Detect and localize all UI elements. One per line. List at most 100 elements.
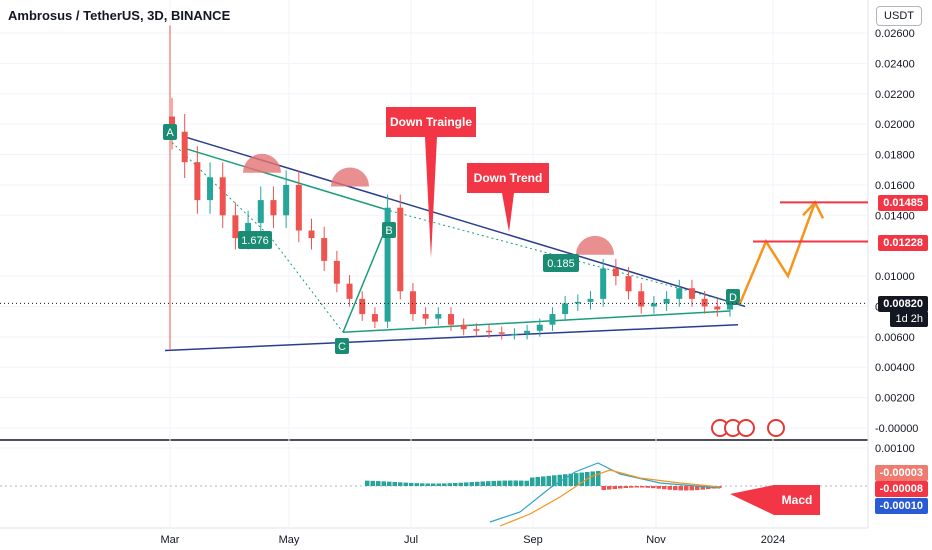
candle-body <box>207 177 214 201</box>
macd-histogram-bar <box>469 482 474 486</box>
drop-label-1: 1.676 <box>241 235 269 247</box>
time-tick-label: Mar <box>161 534 180 546</box>
macd-histogram-bar <box>420 483 425 486</box>
candle-body <box>397 207 404 292</box>
candle-body <box>321 238 328 261</box>
candle-body <box>448 314 454 325</box>
candle-body <box>650 303 657 307</box>
macd-histogram-bar <box>634 486 639 488</box>
candle-body <box>524 330 531 334</box>
candle-body <box>232 215 239 239</box>
macd-histogram-bar <box>607 486 612 490</box>
price-axis[interactable]: 0.02600 0.02400 0.02200 0.02000 0.01800 0.016… <box>875 28 918 493</box>
macd-histogram-bar <box>667 486 672 490</box>
macd-histogram-bar <box>700 486 705 490</box>
point-c-label: C <box>338 341 346 353</box>
price-tick-label: 0.01000 <box>875 271 915 283</box>
candle-body <box>283 184 290 216</box>
macd-histogram-bar <box>579 472 584 486</box>
target-price-tag-1: 0.01228 <box>878 235 928 251</box>
candle-body <box>460 324 467 330</box>
candle-body <box>688 288 695 299</box>
macd-histogram-bar <box>546 475 551 486</box>
macd-histogram-bar <box>651 486 656 489</box>
macd-histogram-bar <box>535 476 540 486</box>
point-a-label: A <box>166 127 174 139</box>
macd-line <box>489 462 721 523</box>
point-a-label-bg <box>163 124 177 140</box>
top-arc <box>243 153 281 173</box>
price-tick-label: 0.02200 <box>875 89 915 101</box>
macd-histogram-bar <box>392 481 397 486</box>
macd-histogram-bar <box>684 486 689 491</box>
candle-body <box>181 131 188 163</box>
candle-body <box>359 298 366 315</box>
candle-body <box>727 303 733 310</box>
macd-histogram-bar <box>519 480 524 486</box>
candle-body <box>194 162 201 201</box>
candle-body <box>612 268 619 277</box>
macd-histogram-bar <box>557 474 562 486</box>
macd-histogram-bar <box>601 486 606 491</box>
macd-histogram-bar <box>508 480 513 486</box>
point-c-label-bg <box>335 338 349 354</box>
macd-histogram-bar <box>387 481 392 486</box>
price-tick-label: 0.00400 <box>875 362 915 374</box>
macd-histogram-bar <box>640 486 645 488</box>
time-axis[interactable]: Mar May Jul Sep Nov 2024 <box>161 534 786 546</box>
macd-histogram-bar <box>513 480 518 486</box>
macd-histogram-bar <box>409 482 414 486</box>
macd-panel: Macd <box>0 447 868 527</box>
candle-body <box>371 314 378 322</box>
macd-callout: Macd <box>782 493 813 507</box>
macd-histogram-bar <box>453 482 458 486</box>
candle-body <box>219 177 226 216</box>
event-flag-icon <box>767 419 785 437</box>
macd-histogram-bar <box>524 480 529 486</box>
macd-histogram-bar <box>425 483 430 486</box>
annotations: A B C D 1.676 0.185 Down Traingle Down Trend <box>0 107 868 437</box>
candles <box>169 25 733 349</box>
macd-histogram-bar <box>414 483 419 486</box>
price-tick-label: 0.01400 <box>875 210 915 222</box>
macd-histogram-bar <box>689 486 694 491</box>
candle-body <box>536 324 543 331</box>
time-tick-label: 2024 <box>761 534 785 546</box>
macd-histogram-bar <box>541 476 546 486</box>
candle-body <box>587 298 594 302</box>
top-arc <box>576 235 614 255</box>
event-flag-icon <box>737 419 755 437</box>
macd-histogram-bar <box>552 475 557 486</box>
drop-label-2: 0.185 <box>547 258 575 270</box>
candle-body <box>346 283 353 299</box>
candle-body <box>308 230 315 239</box>
macd-value-1: -0.00003 <box>874 465 928 481</box>
chart-title: Ambrosus / TetherUS, 3D, BINANCE <box>8 8 231 23</box>
price-tick-label: 0.01800 <box>875 150 915 162</box>
candle-body <box>549 314 556 325</box>
price-tick-label: -0.00000 <box>875 423 918 435</box>
time-tick-label: Jul <box>404 534 418 546</box>
target-price-tag-2: 0.01485 <box>878 195 928 211</box>
currency-selector[interactable]: USDT <box>876 6 922 26</box>
candle-body <box>498 332 505 334</box>
candle-body <box>714 306 721 310</box>
candle-body <box>422 314 429 319</box>
candle-body <box>384 207 391 322</box>
macd-histogram-bar <box>695 486 700 491</box>
macd-histogram-bar <box>447 483 452 486</box>
macd-histogram-bar <box>502 480 507 486</box>
down-triangle-callout: Down Traingle <box>390 115 472 129</box>
candle-body <box>245 222 252 239</box>
macd-histogram-bar <box>370 480 375 486</box>
macd-histogram-bar <box>491 480 496 486</box>
candle-body <box>435 314 442 319</box>
macd-callout-shape <box>730 485 820 515</box>
macd-histogram-bar <box>590 471 595 486</box>
macd-histogram-bar <box>436 483 441 486</box>
macd-value-2: -0.00008 <box>874 481 928 497</box>
macd-histogram-bar <box>376 481 381 486</box>
candle-body <box>638 291 645 307</box>
leg-c-b <box>342 222 389 333</box>
